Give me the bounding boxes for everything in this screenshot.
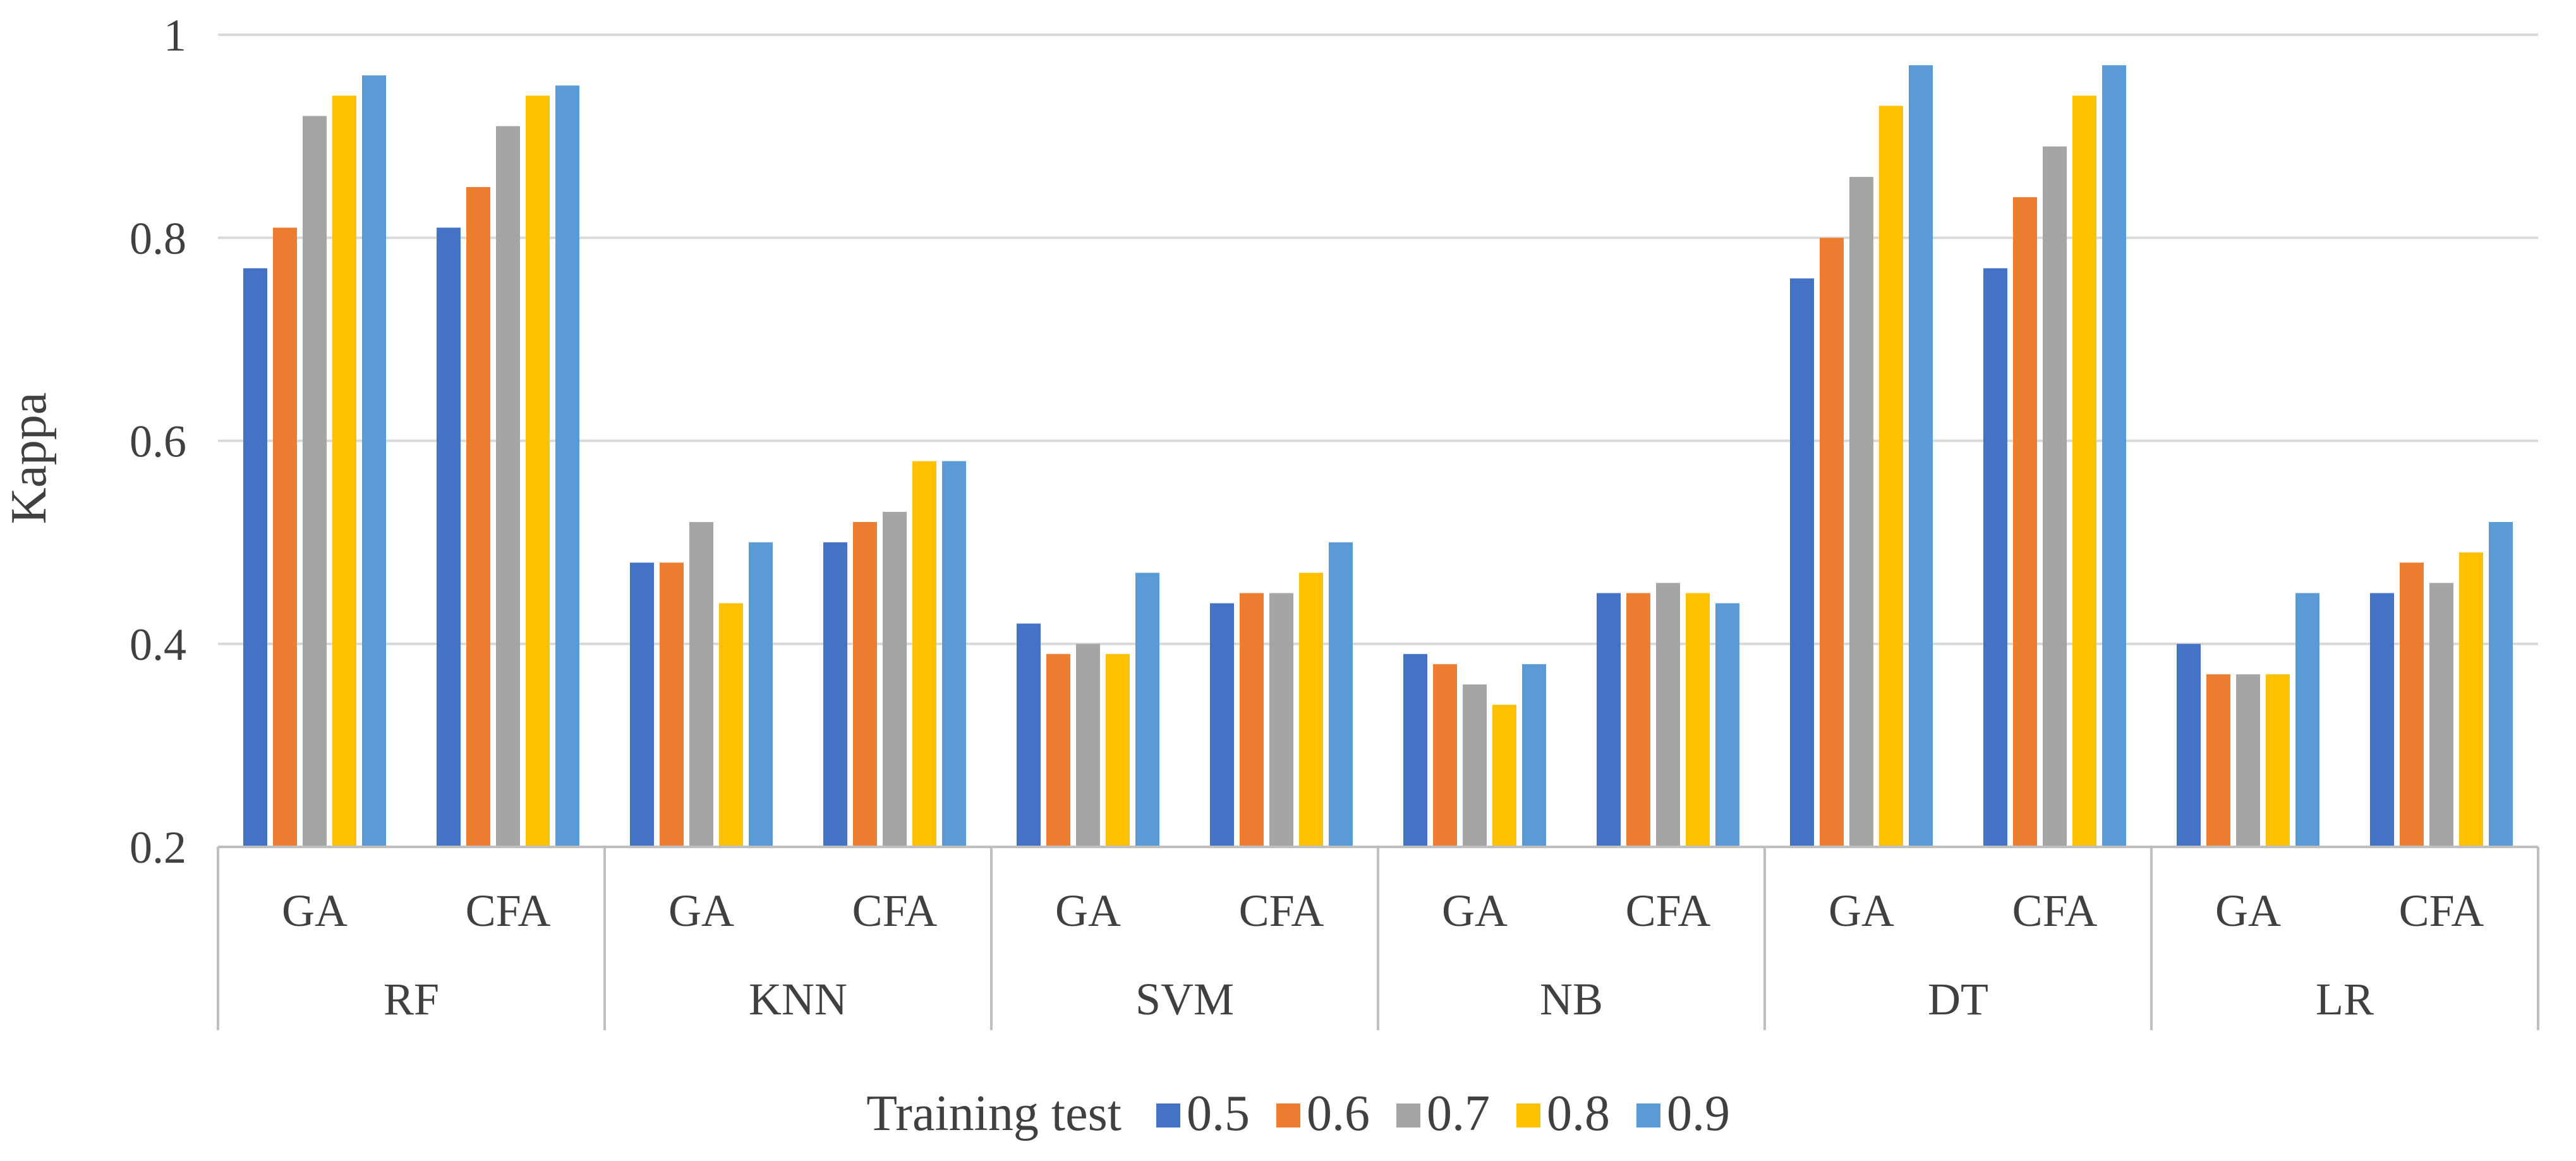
- bar: [1492, 705, 1516, 847]
- bar: [2206, 674, 2230, 847]
- bar: [719, 603, 743, 847]
- x-group-label: NB: [1540, 974, 1603, 1024]
- bar: [1433, 664, 1457, 847]
- bar: [2177, 643, 2201, 847]
- x-tick-label: CFA: [2012, 885, 2098, 936]
- x-tick-label: GA: [1442, 885, 1508, 936]
- bar: [1790, 278, 1814, 847]
- x-tick-label: CFA: [466, 885, 551, 936]
- legend-swatch: [1636, 1103, 1660, 1128]
- bar: [1463, 684, 1487, 847]
- legend-label: 0.8: [1547, 1086, 1610, 1141]
- bar: [630, 562, 654, 847]
- bar: [1686, 593, 1710, 847]
- y-tick-label: 0.4: [130, 619, 186, 670]
- bar: [526, 95, 550, 847]
- bar: [912, 461, 936, 847]
- bar: [466, 186, 490, 847]
- bar: [2400, 562, 2424, 847]
- bar: [303, 116, 327, 847]
- x-tick-label: GA: [2215, 885, 2281, 936]
- legend-swatch: [1516, 1103, 1540, 1128]
- bar: [1299, 573, 1323, 847]
- x-group-label: KNN: [749, 974, 847, 1024]
- bar: [1269, 593, 1293, 847]
- bar: [823, 542, 847, 847]
- bar: [2266, 674, 2290, 847]
- bar: [1329, 542, 1353, 847]
- bar: [273, 228, 297, 847]
- bar: [2072, 95, 2096, 847]
- legend-label: 0.6: [1307, 1086, 1370, 1141]
- bar: [555, 85, 579, 847]
- bar: [1046, 653, 1070, 847]
- x-tick-label: GA: [1055, 885, 1121, 936]
- y-tick-label: 0.8: [130, 213, 186, 264]
- bar: [2102, 65, 2126, 847]
- bar: [1106, 653, 1130, 847]
- bar: [942, 461, 966, 847]
- legend: Training test 0.5 0.6 0.7 0.8 0.9: [866, 1086, 1730, 1141]
- bar: [2043, 146, 2067, 847]
- bar: [1656, 583, 1680, 847]
- x-tick-label: GA: [282, 885, 348, 936]
- bar: [1983, 268, 2007, 847]
- bar: [749, 542, 773, 847]
- bar: [1909, 65, 1933, 847]
- bar: [2370, 593, 2394, 847]
- x-tick-label: CFA: [1626, 885, 1711, 936]
- bar: [883, 511, 907, 847]
- bar: [1522, 664, 1546, 847]
- bar: [1820, 238, 1844, 847]
- bar: [2459, 552, 2483, 847]
- y-axis-label: Kappa: [1, 392, 57, 525]
- x-group-label: DT: [1928, 974, 1988, 1024]
- bar: [243, 268, 267, 847]
- bar: [1017, 623, 1041, 847]
- bar: [1210, 603, 1234, 847]
- bar: [1135, 573, 1159, 847]
- legend-swatch: [1276, 1103, 1300, 1128]
- bar: [2429, 583, 2453, 847]
- x-tick-label: GA: [668, 885, 734, 936]
- bar: [2013, 197, 2037, 847]
- bar: [2236, 674, 2260, 847]
- x-tick-label: CFA: [852, 885, 938, 936]
- y-tick-label: 1: [164, 10, 186, 61]
- y-tick-label: 0.6: [130, 416, 186, 467]
- bar: [437, 228, 461, 847]
- x-group-label: SVM: [1135, 974, 1234, 1024]
- legend-label: 0.5: [1187, 1086, 1250, 1141]
- x-tick-label: GA: [1829, 885, 1894, 936]
- legend-swatch: [1396, 1103, 1420, 1128]
- x-group-label: RF: [384, 974, 439, 1024]
- legend-label: 0.7: [1427, 1086, 1490, 1141]
- bar: [853, 522, 877, 847]
- legend-label: 0.9: [1667, 1086, 1730, 1141]
- x-group-label: LR: [2316, 974, 2374, 1024]
- bar: [332, 95, 356, 847]
- bar: [1879, 106, 1903, 847]
- bar: [1240, 593, 1264, 847]
- y-tick-label: 0.2: [130, 822, 186, 873]
- x-tick-label: CFA: [1239, 885, 1324, 936]
- bar: [2295, 593, 2319, 847]
- bar: [1403, 653, 1427, 847]
- bar: [2489, 522, 2513, 847]
- legend-title: Training test: [866, 1086, 1122, 1141]
- bar: [1626, 593, 1650, 847]
- bar: [1849, 176, 1873, 847]
- bar: [362, 75, 386, 847]
- bar: [1597, 593, 1621, 847]
- x-tick-label: CFA: [2399, 885, 2484, 936]
- bar: [689, 522, 713, 847]
- bar: [496, 126, 520, 847]
- legend-swatch: [1156, 1103, 1180, 1128]
- bar: [1715, 603, 1739, 847]
- bar: [660, 562, 684, 847]
- bar: [1076, 643, 1100, 847]
